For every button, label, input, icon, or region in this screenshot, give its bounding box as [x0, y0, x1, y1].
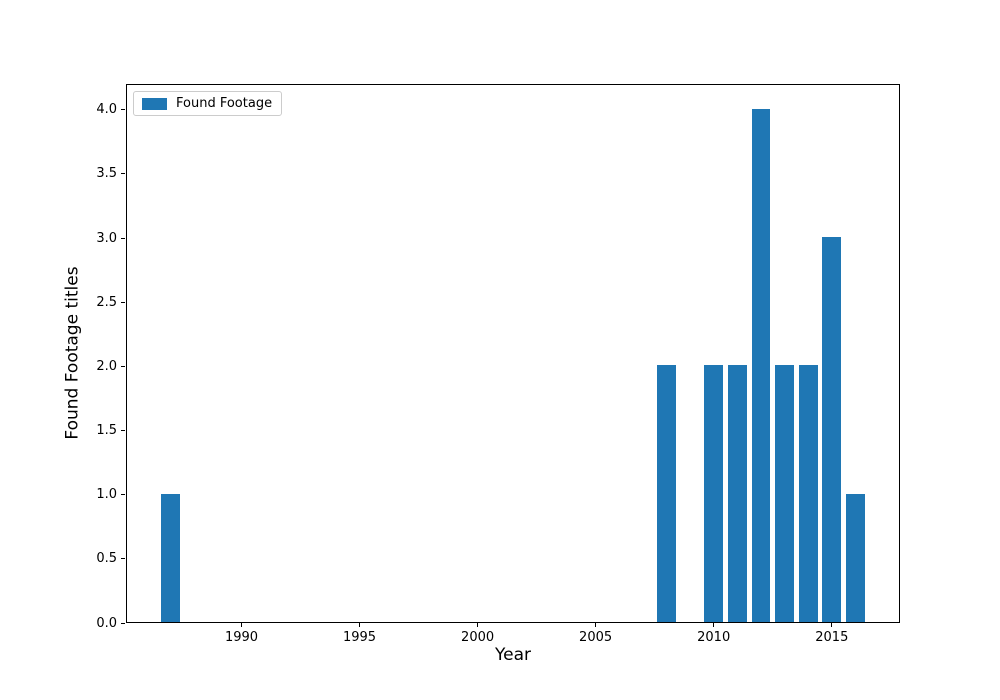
y-tick-label-1.0: 1.0 — [96, 487, 117, 503]
y-tick-label-3.0: 3.0 — [96, 230, 117, 246]
x-tick-mark-1995 — [359, 623, 360, 627]
bar-2012 — [751, 108, 771, 622]
y-tick-mark-2.0 — [121, 365, 125, 367]
x-tick-mark-2000 — [477, 623, 479, 627]
y-tick-mark-0.0 — [121, 622, 125, 624]
legend: Found Footage — [133, 91, 283, 116]
y-tick-mark-3.0 — [121, 237, 125, 239]
x-tick-mark-2015 — [831, 623, 833, 627]
y-tick-label-0.5: 0.5 — [96, 551, 117, 567]
bar-2013 — [775, 365, 794, 622]
y-tick-label-2.0: 2.0 — [96, 358, 117, 374]
x-tick-mark-2010 — [713, 623, 715, 627]
y-tick-mark-1.0 — [121, 494, 125, 496]
plot-area: Found Footage — [126, 84, 900, 623]
legend-swatch — [142, 97, 167, 110]
y-tick-mark-4.0 — [121, 109, 125, 111]
y-tick-mark-3.5 — [121, 173, 125, 175]
y-axis-label: Found Footage titles — [62, 266, 83, 440]
x-tick-label-1995: 1995 — [342, 630, 377, 645]
x-tick-mark-1990 — [241, 623, 242, 627]
x-tick-label-2000: 2000 — [461, 630, 495, 645]
x-tick-label-2010: 2010 — [697, 630, 731, 645]
y-tick-label-0.0: 0.0 — [96, 615, 117, 631]
x-tick-label-2015: 2015 — [815, 630, 849, 645]
bar-1987 — [161, 493, 181, 622]
bar-2016 — [845, 493, 865, 622]
bar-2014 — [798, 365, 818, 622]
y-tick-label-2.5: 2.5 — [96, 294, 117, 310]
y-tick-label-1.5: 1.5 — [96, 423, 117, 438]
x-tick-mark-2005 — [595, 623, 597, 627]
y-tick-label-3.5: 3.5 — [96, 166, 117, 182]
y-tick-label-4.0: 4.0 — [96, 102, 117, 118]
legend-label: Found Footage — [176, 96, 273, 111]
x-tick-label-1990: 1990 — [224, 630, 259, 645]
bar-2010 — [704, 365, 724, 622]
bar-2008 — [657, 365, 676, 622]
x-tick-label-2005: 2005 — [579, 630, 613, 645]
y-tick-mark-2.5 — [121, 301, 125, 303]
bar-2011 — [727, 365, 747, 622]
y-tick-mark-1.5 — [121, 430, 125, 431]
bar-2015 — [822, 237, 842, 622]
x-axis-label: Year — [495, 645, 531, 665]
y-tick-mark-0.5 — [121, 558, 125, 560]
